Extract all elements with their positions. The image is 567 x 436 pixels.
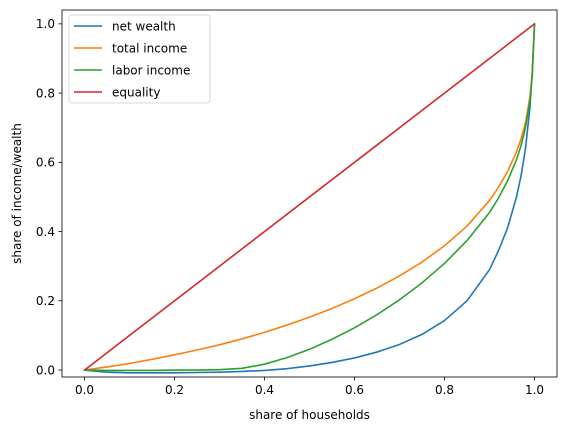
x-tick-label: 0.8 xyxy=(435,383,454,397)
series-line-labor-income xyxy=(83,23,536,372)
series-line-total-income xyxy=(83,23,536,371)
y-tick-label: 0.2 xyxy=(36,294,55,308)
series-line-equality xyxy=(83,23,536,371)
x-tick-label: 1.0 xyxy=(525,383,544,397)
y-tick-label: 0.6 xyxy=(36,156,55,170)
legend-label-equality: equality xyxy=(112,85,160,99)
plot-frame xyxy=(61,9,558,378)
x-tick-label: 0.0 xyxy=(75,383,94,397)
legend: net wealth total income labor income equali… xyxy=(68,14,211,104)
series-line-net-wealth xyxy=(83,23,536,374)
y-tick-label: 0.0 xyxy=(36,363,55,377)
y-tick-label: 1.0 xyxy=(36,17,55,31)
legend-box xyxy=(68,14,211,104)
legend-label-net-wealth: net wealth xyxy=(112,19,176,33)
x-tick-label: 0.2 xyxy=(165,383,184,397)
axis-ticks: 0.0 0.2 0.4 0.6 0.8 1.0 0.0 0.2 0.4 0.6 0.8 1.0 xyxy=(36,17,544,397)
y-tick-label: 0.8 xyxy=(36,86,55,100)
y-axis-label: share of income/wealth xyxy=(10,123,24,264)
legend-label-labor-income: labor income xyxy=(112,63,190,77)
x-axis-label: share of households xyxy=(249,408,370,422)
x-tick-label: 0.4 xyxy=(255,383,274,397)
y-tick-label: 0.4 xyxy=(36,225,55,239)
legend-label-total-income: total income xyxy=(112,41,187,55)
x-tick-label: 0.6 xyxy=(345,383,364,397)
series-lines xyxy=(83,23,536,374)
